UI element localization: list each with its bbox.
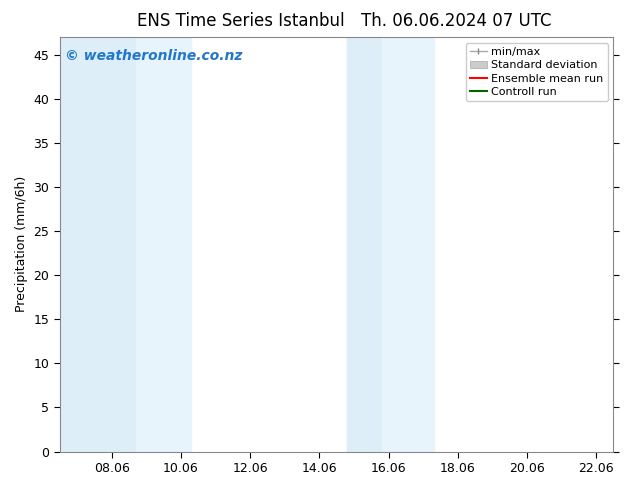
Bar <box>136 37 191 452</box>
Text: ENS Time Series Istanbul: ENS Time Series Istanbul <box>137 12 345 30</box>
Text: Th. 06.06.2024 07 UTC: Th. 06.06.2024 07 UTC <box>361 12 552 30</box>
Y-axis label: Precipitation (mm/6h): Precipitation (mm/6h) <box>15 176 28 313</box>
Text: © weatheronline.co.nz: © weatheronline.co.nz <box>65 49 243 64</box>
Bar <box>347 37 382 452</box>
Legend: min/max, Standard deviation, Ensemble mean run, Controll run: min/max, Standard deviation, Ensemble me… <box>465 43 608 101</box>
Bar <box>60 37 136 452</box>
Bar <box>382 37 434 452</box>
